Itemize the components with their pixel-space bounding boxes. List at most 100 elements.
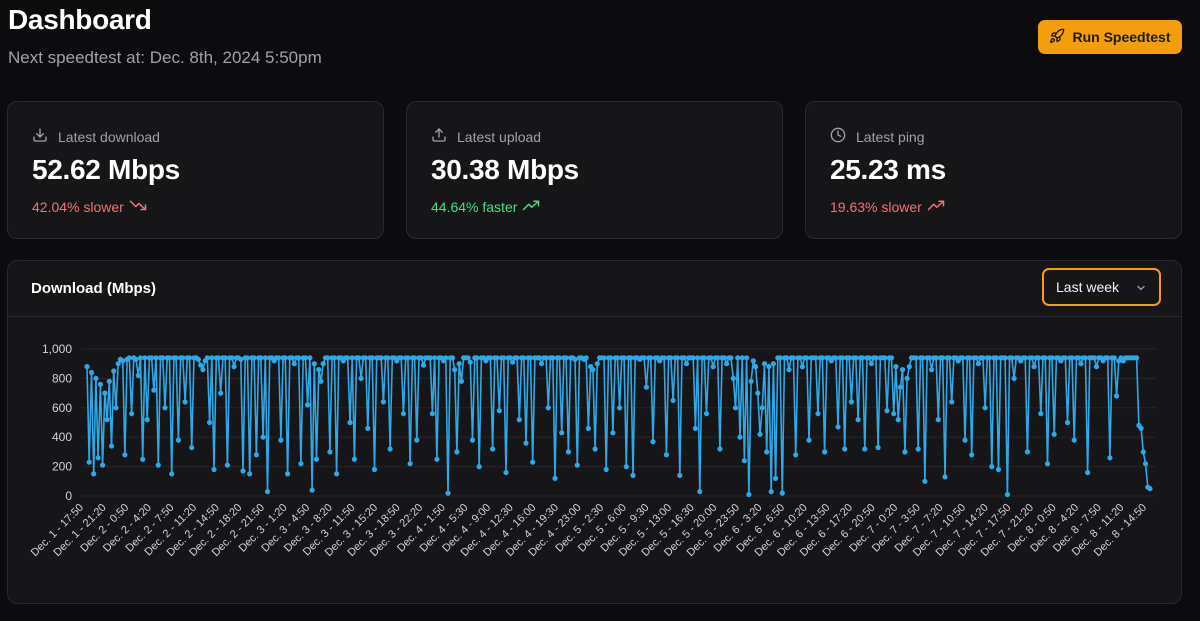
data-point [238,356,244,362]
data-point [365,425,371,431]
data-point [356,355,362,361]
data-point [621,355,627,361]
data-point [703,411,710,417]
data-point [126,355,132,361]
data-point [895,417,901,423]
data-point [494,355,500,361]
upload-icon [431,127,447,146]
data-point [264,489,271,495]
data-point [100,462,106,468]
data-point [715,355,721,361]
data-point [166,355,173,361]
data-point [933,355,939,361]
data-point [590,367,596,373]
data-point [195,356,201,362]
data-point [882,355,888,361]
data-point [975,361,982,367]
stat-delta: 19.63% slower [830,198,922,215]
data-point [327,449,333,455]
latest-download-card: Latest download 52.62 Mbps 42.04% slower [7,101,384,239]
data-point [189,444,195,451]
data-point [285,471,291,477]
data-point [1140,449,1146,455]
data-point [200,367,206,373]
data-point [251,355,257,361]
data-point [198,362,204,368]
data-point [913,355,919,361]
data-point [1085,469,1091,476]
data-point [258,355,264,361]
data-point [1038,411,1044,417]
data-point [708,355,714,361]
data-point [1105,355,1111,361]
data-point [585,425,592,431]
y-tick-label: 0 [65,489,72,503]
data-point [737,434,743,440]
data-point [980,355,986,361]
stat-delta: 44.64% faster [431,198,518,215]
y-tick-label: 800 [52,371,72,385]
data-point [545,405,551,411]
data-point [574,462,580,468]
data-point [1062,355,1068,361]
data-point [521,355,527,361]
run-speedtest-label: Run Speedtest [1072,29,1171,45]
data-point [630,472,636,478]
data-point [296,355,302,361]
data-point [240,468,246,474]
y-tick-label: 1,000 [42,342,72,356]
data-point [334,471,340,477]
latest-upload-card: Latest upload 30.38 Mbps 44.64% faster [406,101,783,239]
data-point [182,399,188,405]
data-point [349,355,355,361]
data-point [432,355,438,361]
data-point [735,355,741,361]
data-point [400,411,406,417]
data-point [1093,364,1100,370]
data-point [846,355,852,361]
data-point [728,355,734,361]
data-point [766,364,772,370]
data-point [1044,461,1051,467]
time-range-select[interactable]: Last week [1042,268,1161,306]
data-point [556,355,563,361]
data-point [129,411,135,417]
data-point [779,490,785,496]
data-point [661,355,667,361]
data-point [768,489,774,495]
data-point [97,381,103,387]
data-point [420,362,427,368]
data-point [608,355,614,361]
data-point [469,437,476,443]
data-point [701,355,707,361]
data-point [1069,355,1075,361]
run-speedtest-button[interactable]: Run Speedtest [1038,20,1182,54]
data-point [839,355,846,361]
data-point [552,475,558,481]
download-chart-card: Download (Mbps) Last week 0 200 400 600 800 1… [7,260,1182,604]
data-point [739,355,745,361]
data-point [617,405,623,411]
data-point [282,355,288,361]
y-tick-label: 600 [52,401,72,415]
data-point [982,405,988,411]
data-point [875,444,881,451]
stat-label: Latest download [58,128,160,145]
data-point [559,430,565,436]
trending-up-icon [522,198,540,215]
data-point [412,355,418,361]
data-point [133,356,139,362]
data-point [151,387,157,393]
data-point [915,446,921,452]
data-point [173,355,179,361]
data-point [750,358,756,364]
data-point [115,361,121,367]
data-point [331,355,337,361]
data-point [815,411,821,417]
data-point [180,355,186,361]
data-point [369,355,375,361]
chevron-down-icon [1137,285,1145,291]
data-point [307,355,313,361]
data-point [764,449,770,455]
data-point [929,367,935,373]
